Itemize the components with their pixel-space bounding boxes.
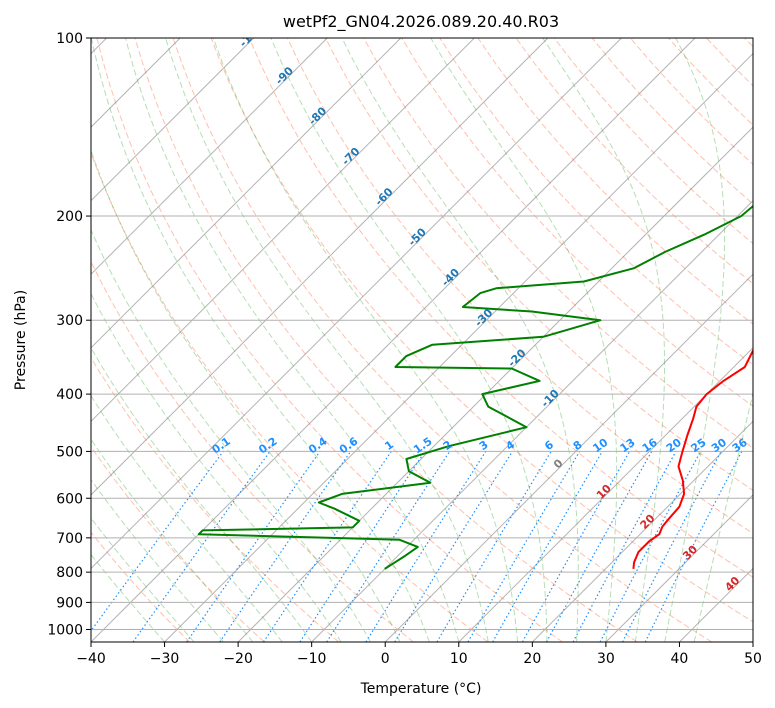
isotherm [164,52,753,642]
isotherm [458,347,753,642]
dry-adiabat [401,38,753,407]
moist-adiabat [91,228,371,642]
isotherm [91,38,622,570]
y-tick-label: 100 [56,31,83,47]
x-axis-ticks: −40 −30 −20 −10 0 10 20 30 40 50 [76,642,762,667]
mixing-ratio-line [132,451,271,642]
sounding-profiles [197,204,753,570]
x-tick-label: 10 [450,651,468,667]
y-tick-label: 300 [56,313,83,329]
x-tick-label: 20 [523,651,541,667]
moist-adiabat [91,394,283,642]
dry-adiabat [91,531,191,642]
isotherm-label: -100 [237,21,266,50]
moist-adiabat [91,553,165,642]
dry-adiabat [91,151,489,642]
x-tick-label: −40 [76,651,106,667]
moist-adiabat [165,38,489,642]
dry-adiabat [134,38,638,642]
y-tick-label: 600 [56,491,83,507]
dry-adiabat [515,38,753,285]
temperature-profile [632,348,753,570]
y-axis-label: Pressure (hPa) [13,290,29,390]
mixing-ratio-line [262,451,392,642]
isotherm [91,38,402,349]
mixing-ratio-line [299,451,426,642]
moist-adiabat [212,38,519,642]
isotherm [531,420,753,642]
isotherm [605,494,753,642]
mixing-ratio-line [546,451,653,642]
moist-adiabat [664,38,726,642]
x-tick-label: 0 [381,651,390,667]
isotherm [91,38,549,496]
dry-adiabat [96,38,563,642]
mixing-ratio-line [394,451,513,642]
isotherm [311,199,753,642]
dewpoint-profile [197,204,753,570]
moist-adiabat [91,292,342,642]
plot-frame [90,37,754,643]
background-lines [91,38,753,642]
x-tick-label: 40 [671,651,689,667]
dry-adiabat [91,445,265,642]
y-axis-ticks: 100 200 300 400 500 600 700 800 900 1000 [47,31,91,638]
dry-adiabat [439,38,753,366]
x-tick-label: −10 [297,651,327,667]
mixing-ratio-line [326,451,451,642]
moist-adiabat [91,38,430,642]
moist-adiabat [91,438,254,642]
moist-adiabat [91,517,195,642]
moist-adiabat [542,38,665,642]
moist-adiabat [693,390,753,642]
mixing-ratio-line [644,451,743,642]
isotherm [237,126,753,642]
mixing-ratio-line [91,451,224,632]
y-tick-label: 800 [56,565,83,581]
mixing-ratio-line [219,451,352,642]
chart-title: wetPf2_GN04.2026.089.20.40.R03 [283,12,559,32]
y-tick-label: 900 [56,595,83,611]
dry-adiabat [248,38,753,578]
moist-adiabat [125,38,460,642]
dry-adiabat [325,38,753,491]
mixing-ratio-line [572,451,677,642]
moist-adiabat [341,38,579,642]
y-tick-label: 400 [56,387,83,403]
isotherm [91,38,696,642]
x-tick-label: −20 [223,651,253,667]
x-tick-label: 30 [597,651,615,667]
y-tick-label: 700 [56,531,83,547]
dry-adiabat [210,38,753,623]
isotherm [91,38,475,423]
isotherm [384,273,753,642]
isotherm [91,38,328,275]
mixing-ratio-line [186,451,321,642]
x-tick-label: 50 [744,651,762,667]
y-tick-label: 1000 [47,622,83,638]
pressure-gridlines [91,38,753,630]
moist-adiabat [91,478,224,642]
x-axis-label: Temperature (°C) [360,681,482,697]
plot-area: 0.10.20.40.611.52346810131620253036-100-… [91,21,753,642]
moist-adiabat [91,346,313,642]
isotherm [91,38,255,202]
x-tick-label: −30 [150,651,180,667]
dry-adiabat [91,356,340,642]
y-tick-label: 500 [56,444,83,460]
mixing-ratio-line [521,451,631,642]
y-tick-label: 200 [56,209,83,225]
moist-adiabat [91,149,401,642]
